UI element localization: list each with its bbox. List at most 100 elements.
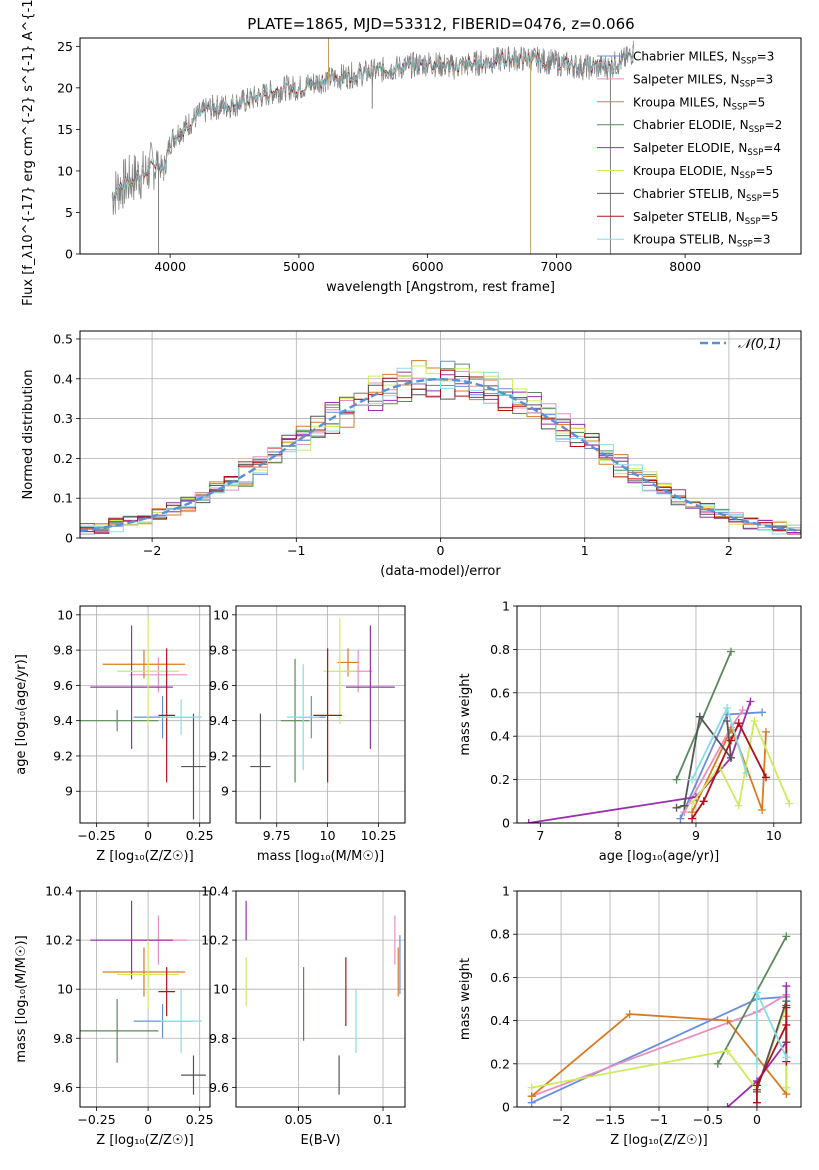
errorbar-krou_stelib — [160, 989, 202, 1053]
y-tick-label: 9.2 — [53, 748, 73, 763]
weight-point-salp_stelib — [752, 1098, 761, 1107]
weight-point-salp_stelib — [761, 773, 770, 782]
model-spectrum-chab_stelib — [111, 45, 634, 201]
legend-label-krou_stelib: Kroupa STELIB, NSSP=3 — [633, 233, 771, 250]
errorbar-salp_stelib — [158, 648, 175, 783]
y-tick-label: 9.6 — [53, 1080, 73, 1095]
x-tick-label: 0 — [753, 1112, 761, 1127]
weight-point-chab_stelib — [726, 753, 735, 762]
x-tick-label: 5000 — [283, 259, 315, 274]
x-tick-label: 7000 — [540, 259, 572, 274]
y-tick-label: 9.6 — [209, 678, 229, 693]
weight-point-chab_elodie — [726, 647, 735, 656]
weight-point-salp_stelib — [782, 1020, 791, 1029]
y-tick-label: 1 — [502, 599, 510, 614]
errorbar-krou_miles — [102, 947, 186, 997]
model-spectrum-salp_elodie — [111, 45, 634, 201]
panel-7: 0.05 0.1 9.6 9.8 10 10.2 10.4 E(B-V) — [201, 884, 406, 1148]
y-axis-label: mass weight — [458, 673, 473, 755]
x-tick-label: 0 — [144, 828, 152, 843]
x-axis-label: Z [log₁₀(Z/Z☉)] — [96, 1133, 193, 1148]
model-spectrum-krou_stelib — [111, 45, 634, 200]
y-tick-label: 1 — [502, 884, 510, 899]
legend-label-salp_elodie: Salpeter ELODIE, NSSP=4 — [633, 141, 781, 158]
weight-point-krou_miles — [723, 1016, 732, 1025]
weight-point-krou_elodie — [688, 799, 697, 808]
errorbar-krou_elodie — [117, 618, 180, 725]
weight-line-salp_elodie — [528, 701, 752, 823]
weight-point-krou_miles — [758, 805, 767, 814]
y-tick-label: 0.2 — [53, 451, 73, 466]
panel-8: −2 −1.5 −1 −0.5 0 0 0.2 0.4 0.6 0.8 1 Z [log₁₀(Z/Z☉… — [458, 884, 802, 1148]
model-spectrum-salp_miles — [111, 45, 634, 200]
weight-point-krou_stelib — [742, 769, 751, 778]
x-tick-label: −2 — [143, 543, 161, 558]
y-tick-label: 0.4 — [53, 371, 73, 386]
model-spectrum-krou_miles — [111, 44, 634, 201]
weight-point-salp_stelib — [726, 736, 735, 745]
errorbar-krou_miles — [337, 648, 359, 677]
x-tick-label: −0.25 — [77, 1112, 115, 1127]
residual-histogram-krou_stelib — [80, 367, 801, 535]
plot-area — [250, 618, 395, 820]
weight-point-chab_elodie — [713, 1059, 722, 1068]
y-axis-label: mass weight — [458, 958, 473, 1040]
y-tick-label: 9.8 — [209, 1031, 229, 1046]
y-tick-label: 0.8 — [490, 642, 510, 657]
errorbar-salp_stelib — [313, 648, 342, 783]
weight-point-salp_stelib — [734, 719, 743, 728]
y-axis-label: age [log₁₀(age/yr)] — [14, 654, 29, 775]
errorbar-salp_elodie — [90, 900, 173, 980]
y-tick-label: 9.6 — [53, 678, 73, 693]
y-tick-label: 0.8 — [490, 927, 510, 942]
x-axis-label: E(B-V) — [300, 1133, 340, 1148]
x-tick-label: 10 — [766, 828, 782, 843]
y-tick-label: 9.8 — [209, 643, 229, 658]
y-tick-label: 9 — [221, 784, 229, 799]
legend-label-chab_elodie: Chabrier ELODIE, NSSP=2 — [633, 118, 782, 135]
panel-5: 7 8 9 10 0 0.2 0.4 0.6 0.8 1 age [log₁₀(age/yr)] ma… — [458, 599, 802, 864]
weight-point-krou_elodie — [723, 1046, 732, 1055]
legend-label-krou_elodie: Kroupa ELODIE, NSSP=5 — [633, 164, 773, 181]
y-tick-label: 0 — [65, 247, 73, 262]
errorbar-chab_stelib — [181, 1055, 206, 1095]
errorbar-chab_stelib — [181, 713, 206, 820]
weight-point-chab_stelib — [695, 712, 704, 721]
x-tick-label: 6000 — [412, 259, 444, 274]
weight-point-krou_stelib — [782, 1053, 791, 1062]
weight-point-krou_miles — [625, 1010, 634, 1019]
weight-point-salp_stelib — [782, 1003, 791, 1012]
x-tick-label: 0.05 — [285, 1112, 313, 1127]
errorbar-krou_stelib — [160, 699, 202, 735]
y-tick-label: 9.4 — [53, 713, 73, 728]
errorbar-chab_elodie — [280, 658, 310, 783]
y-tick-label: 10.4 — [45, 884, 73, 899]
x-tick-label: 0 — [144, 1112, 152, 1127]
y-tick-label: 10 — [213, 982, 229, 997]
x-axis-label: Z [log₁₀(Z/Z☉)] — [96, 849, 193, 864]
weight-point-chab_miles — [758, 708, 767, 717]
weight-point-chab_elodie — [672, 775, 681, 784]
errorbar-salp_stelib — [158, 967, 175, 1017]
x-tick-label: 7 — [536, 828, 544, 843]
x-tick-label: 0 — [437, 543, 445, 558]
weight-point-krou_miles — [761, 727, 770, 736]
axes-frame — [79, 37, 802, 255]
y-tick-label: 10.2 — [45, 933, 73, 948]
y-tick-label: 9.8 — [53, 643, 73, 658]
panel-6: −0.25 0 0.25 9.6 9.8 10 10.2 10.4 Z [log₁₀(Z/Z☉)… — [14, 884, 214, 1149]
weight-point-chab_stelib — [723, 717, 732, 726]
x-axis-label: (data-model)/error — [380, 564, 501, 579]
x-tick-label: 0.25 — [186, 1112, 214, 1127]
chart-title: PLATE=1865, MJD=53312, FIBERID=0476, z=0… — [247, 15, 634, 33]
x-tick-label: 1 — [581, 543, 589, 558]
weight-point-krou_elodie — [750, 717, 759, 726]
y-axis-label: mass [log₁₀(M/M☉)] — [14, 935, 29, 1062]
weight-point-chab_miles — [676, 814, 685, 823]
weight-line-chab_elodie — [717, 935, 788, 1065]
x-tick-label: −2 — [552, 1112, 570, 1127]
weight-point-krou_stelib — [723, 703, 732, 712]
weight-point-chab_elodie — [782, 932, 791, 941]
legend-label-chab_stelib: Chabrier STELIB, NSSP=5 — [633, 187, 780, 204]
